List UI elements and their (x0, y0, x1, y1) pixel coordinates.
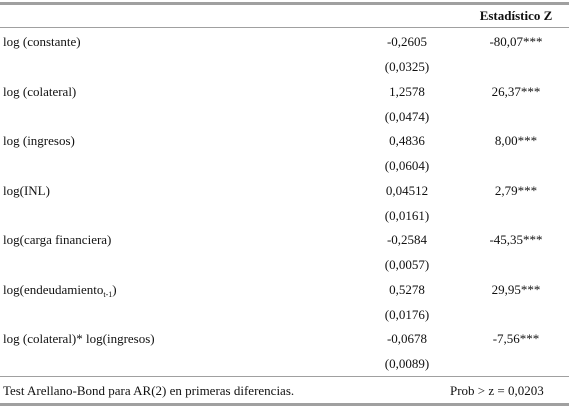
footer-prob: Prob > z = 0,0203 (450, 383, 544, 398)
row-label: log(carga financiera) (3, 232, 111, 248)
coefficient: -0,0678 (386, 331, 428, 346)
label-text: log (ingresos) (3, 133, 75, 148)
label-text: log (constante) (3, 34, 81, 49)
z-statistic: -7,56*** (492, 331, 540, 346)
row-label: log (colateral) (3, 84, 76, 100)
footer-rule (0, 376, 569, 377)
standard-error: (0,0604) (384, 158, 430, 173)
z-statistic: -80,07*** (489, 34, 543, 49)
coefficient: 0,4836 (389, 133, 425, 148)
z-statistic: 29,95*** (491, 281, 541, 297)
header-rule (0, 27, 569, 28)
footer-note: Test Arellano-Bond para AR(2) en primera… (3, 383, 295, 398)
label-text: log(endeudamiento (3, 281, 104, 297)
label-text-end: ) (112, 281, 117, 297)
standard-error: (0,0057) (384, 257, 430, 272)
coefficient: -0,2605 (386, 34, 428, 49)
z-statistic: -45,35*** (489, 232, 543, 247)
label-text: log(carga financiera) (3, 232, 112, 247)
label-text: log(INL) (3, 182, 50, 198)
standard-error: (0,0325) (384, 59, 430, 74)
top-rule (0, 2, 569, 5)
row-label: log(endeudamientot-1) (3, 282, 117, 303)
z-statistic: 2,79*** (494, 182, 538, 198)
label-text: log (colateral)* log(ingresos) (3, 331, 155, 346)
z-header: Estadístico Z (479, 8, 553, 23)
coefficient: 0,5278 (389, 281, 425, 297)
z-statistic: 26,37*** (491, 83, 541, 99)
row-label: log (ingresos) (3, 133, 75, 149)
standard-error: (0,0161) (384, 207, 430, 223)
row-label: log(INL) (3, 183, 50, 199)
row-label: log (constante) (3, 34, 81, 50)
coefficient: -0,2584 (386, 232, 428, 247)
z-statistic: 8,00*** (494, 133, 538, 148)
coefficient: 1,2578 (389, 83, 425, 99)
standard-error: (0,0474) (384, 108, 430, 124)
standard-error: (0,0176) (384, 306, 430, 322)
coefficient: 0,04512 (385, 182, 429, 198)
standard-error: (0,0089) (384, 356, 430, 371)
bottom-rule (0, 403, 569, 406)
row-label: log (colateral)* log(ingresos) (3, 331, 155, 347)
label-text: log (colateral) (3, 83, 77, 99)
label-subscript: t-1 (103, 289, 113, 299)
